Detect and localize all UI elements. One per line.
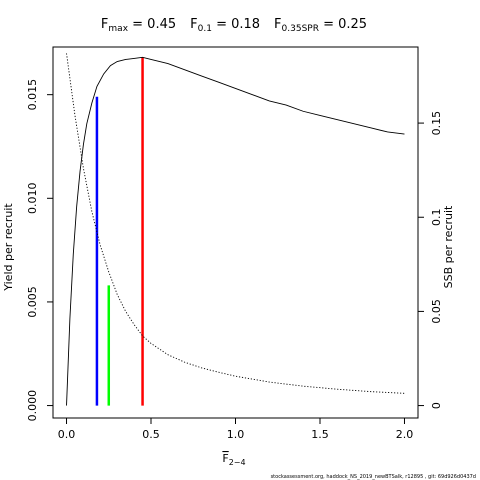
x-tick-label: 2.0 — [396, 428, 414, 441]
title-fmax-value: = 0.45 — [128, 17, 176, 32]
y-axis-left: 0.000 0.005 0.010 0.015 — [26, 79, 53, 421]
x-tick-label: 1.5 — [311, 428, 329, 441]
x-axis: 0.0 0.5 1.0 1.5 2.0 — [58, 418, 413, 441]
y-right-tick-label: 0.15 — [430, 111, 443, 136]
chart-title: Fmax = 0.45 F0.1 = 0.18 F0.35SPR = 0.25 — [101, 17, 367, 34]
x-tick-label: 0.5 — [142, 428, 160, 441]
y-axis-right: 0 0.05 0.1 0.15 — [418, 111, 443, 409]
y-left-tick-label: 0.000 — [26, 390, 39, 422]
y-left-tick-label: 0.010 — [26, 183, 39, 215]
x-tick-label: 0.0 — [58, 428, 76, 441]
title-f01-sub: 0.1 — [198, 24, 212, 34]
y-right-tick-label: 0.05 — [430, 299, 443, 324]
title-f01-base: F — [190, 17, 197, 32]
reference-lines — [95, 57, 144, 406]
curves — [66, 53, 405, 406]
x-axis-title-base: F — [222, 452, 228, 465]
title-fspr-sub: 0.35SPR — [282, 24, 319, 34]
footer-caption: stockassessment.org, haddock_NS_2019_new… — [271, 474, 476, 480]
x-axis-title: F2−4 — [222, 452, 245, 467]
title-fmax-base: F — [101, 17, 108, 32]
title-fspr-base: F — [274, 17, 281, 32]
ssb-per-recruit-curve — [66, 53, 405, 394]
yield-per-recruit-curve — [66, 56, 405, 406]
x-tick-label: 1.0 — [227, 428, 245, 441]
y-axis-left-title: Yield per recruit — [2, 203, 15, 292]
y-left-tick-label: 0.015 — [26, 79, 39, 111]
y-right-tick-label: 0 — [430, 402, 443, 409]
y-axis-right-title: SSB per recruit — [442, 205, 455, 288]
y-left-tick-label: 0.005 — [26, 286, 39, 318]
y-right-tick-label: 0.1 — [430, 208, 443, 226]
title-f01-value: = 0.18 — [212, 17, 260, 32]
title-fmax-sub: max — [108, 24, 128, 34]
x-axis-title-sub: 2−4 — [229, 458, 246, 467]
title-fspr-value: = 0.25 — [319, 17, 367, 32]
